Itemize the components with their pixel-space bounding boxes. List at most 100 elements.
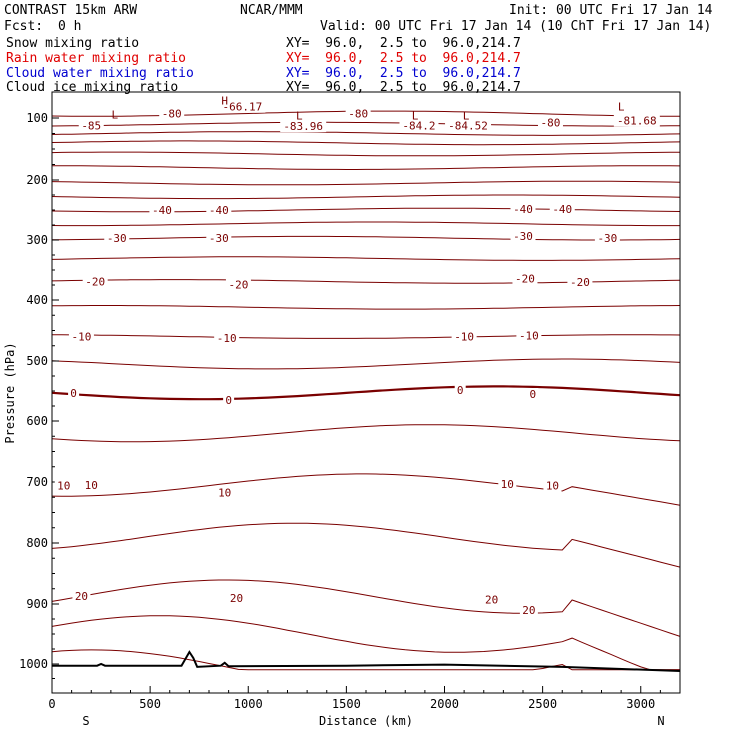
isotherm-contour [52,235,681,241]
isotherm-contour [51,615,680,671]
contour-label-bg [104,232,130,245]
isotherm-contour [51,140,681,146]
contour-label: -30 [209,232,229,245]
y-axis-title: Pressure (hPa) [3,342,17,443]
contour-label-bg [78,119,104,132]
contour-label: 10 [218,486,231,499]
contour-label: -40 [552,203,572,216]
valid-time: Valid: 00 UTC Fri 17 Jan 14 (10 ChT Fri … [320,19,712,34]
isotherm-contour [51,180,681,186]
contour-label-bg [454,383,466,396]
contour-label: -40 [513,203,533,216]
contour-label-bg [527,388,539,400]
freezing-level-contour [51,385,681,401]
y-tick-label: 200 [26,173,48,187]
contour-label-bg [82,479,101,492]
isotherm-contour [51,649,680,671]
y-tick-label: 800 [26,536,48,550]
contour-label-bg [215,486,234,499]
contour-label: -40 [209,204,229,217]
contour-label-bg [227,591,246,604]
contour-label-bg [72,590,91,603]
isotherm-contours [51,110,681,671]
contour-label-bg [543,479,562,492]
contour-label-bg [206,232,232,245]
contour-label: -20 [85,275,105,288]
contour-label-bg [225,278,251,291]
field-xy-snow: XY= 96.0, 2.5 to 96.0,214.7 [286,36,521,51]
extremum-mark: H [221,95,228,108]
y-tick-label: 600 [26,414,48,428]
contour-label: -10 [217,332,237,345]
x-axis-left-end: S [82,714,89,728]
field-label-cloud-ice: Cloud ice mixing ratio [6,80,179,95]
isotherm-contour [51,221,680,227]
contour-label-bg [149,204,175,216]
contour-label-bg [68,386,80,399]
contour-label: 20 [522,604,535,617]
contour-label: -83.96 [283,120,323,133]
extremum-mark: L [111,109,118,122]
isotherm-contour [52,165,681,170]
isotherm-contour [51,151,681,157]
x-tick-label: 2000 [430,697,459,711]
contour-label: 0 [70,387,77,400]
x-tick-label: 1500 [332,697,361,711]
contour-label: -10 [72,331,92,344]
contour-label-bg [82,275,108,288]
extremum-mark: L [618,101,625,114]
forecast-hour: 0 h [58,19,82,34]
isotherm-contour [51,358,681,370]
contour-label: -84.52 [448,119,488,132]
field-xy-rain: XY= 96.0, 2.5 to 96.0,214.7 [286,51,521,66]
contour-label: -30 [107,232,127,245]
contour-label-bg [512,272,538,285]
contour-label-bg [223,394,235,406]
contour-label-bg [613,114,660,127]
x-tick-label: 0 [48,697,55,711]
x-tick-label: 2500 [528,697,557,711]
contour-label: -85 [81,119,101,132]
contour-label: -81.68 [617,114,657,127]
center-label: NCAR/MMM [240,3,303,18]
isotherm-contour [51,579,681,637]
contour-label: 10 [501,478,514,491]
extremum-mark: L [463,109,470,122]
contour-label-bg [567,276,593,288]
contour-label: -80 [541,116,561,129]
contour-label: -80 [348,108,368,121]
isotherm-contour [51,131,681,136]
contour-label-bg [516,329,542,342]
init-time: Init: 00 UTC Fri 17 Jan 14 [509,3,713,18]
isotherm-contour [52,334,681,339]
field-xy-cloud-water: XY= 96.0, 2.5 to 96.0,214.7 [286,66,521,81]
contour-label: -40 [152,204,172,217]
x-tick-label: 1000 [234,697,263,711]
y-tick-label: 400 [26,293,48,307]
contour-label: -20 [229,278,249,291]
contour-label: -80 [162,108,182,121]
contour-label: -20 [515,272,535,285]
contour-label-bg [280,120,327,133]
terrain-surface [52,650,681,672]
field-label-snow: Snow mixing ratio [6,36,140,51]
contour-label-bg [206,204,232,216]
field-label-cloud-water: Cloud water mixing ratio [6,66,194,81]
contour-label: -84.2 [402,119,435,132]
y-tick-label: 900 [26,597,48,611]
contour-label: 10 [57,480,70,493]
contour-label-bg [399,119,439,132]
contour-label: 10 [546,480,559,493]
contour-label-bg [510,202,536,215]
isotherm-contour [51,305,681,310]
contour-label-bg [214,331,240,344]
contour-label-bg [445,119,492,132]
model-title: CONTRAST 15km ARW [4,3,138,18]
contour-label: 0 [530,388,537,401]
contour-label-bg [519,604,538,616]
contour-label-bg [219,100,266,113]
contour-label: 20 [75,590,88,603]
isotherm-contour [51,121,681,127]
isotherm-contour [51,473,681,506]
